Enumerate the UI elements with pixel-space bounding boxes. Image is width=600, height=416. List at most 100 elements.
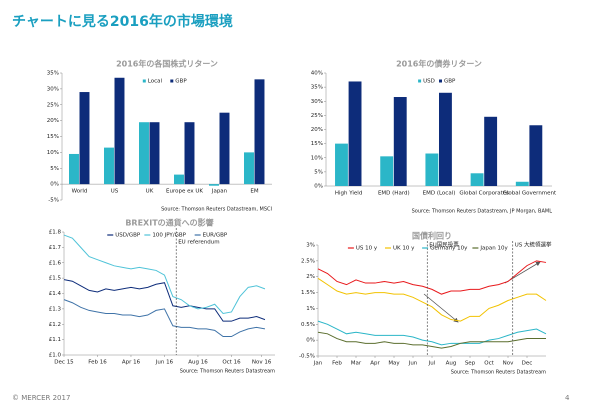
x-tick-label: High Yield xyxy=(335,191,362,197)
x-tick-label: EM xyxy=(250,189,258,195)
annotation: EU国民投票 xyxy=(429,241,459,249)
y-tick-label: 30% xyxy=(47,86,59,92)
y-tick-label: £1.4 xyxy=(49,291,62,297)
x-tick-label: Oct 16 xyxy=(222,360,241,366)
bar xyxy=(393,97,407,186)
y-tick-label: 2.5% xyxy=(301,258,315,264)
x-tick-label: Jun 16 xyxy=(155,360,174,366)
x-tick-label: Feb xyxy=(332,361,342,367)
x-tick-label: EMD (Local) xyxy=(423,191,456,197)
x-tick-label: Oct xyxy=(484,361,494,367)
bar xyxy=(380,156,394,186)
line-series xyxy=(63,299,266,338)
bar xyxy=(484,116,498,186)
x-tick-label: Aug 16 xyxy=(188,360,208,366)
source: Source: Thomson Reuters Datastream, MSCI xyxy=(161,207,272,213)
y-tick-label: £1.1 xyxy=(49,337,61,343)
line-series xyxy=(63,234,266,315)
bar xyxy=(114,77,125,185)
legend-label: 100 JPY/GBP xyxy=(152,233,186,239)
y-tick-label: £1.0 xyxy=(49,353,62,359)
legend-label: EUR/GBP xyxy=(203,233,228,239)
x-tick-label: Nov xyxy=(503,361,514,367)
page-number: 4 xyxy=(565,394,570,402)
bar xyxy=(254,79,265,185)
legend-label: Japan 10y xyxy=(479,246,508,252)
legend-swatch xyxy=(142,79,146,83)
bar xyxy=(425,153,439,186)
x-tick-label: Dec 15 xyxy=(54,360,74,366)
bar xyxy=(209,184,219,186)
y-tick-label: £1.3 xyxy=(49,306,62,312)
y-tick-label: £1.2 xyxy=(49,322,61,328)
y-tick-label: £1.8 xyxy=(49,230,62,236)
y-tick-label: 10% xyxy=(47,150,59,156)
bar xyxy=(79,92,90,185)
bar xyxy=(244,152,254,185)
legend-label: GBP xyxy=(444,79,456,85)
annotation: US 大統領選挙 xyxy=(515,241,552,249)
y-tick-label: 15% xyxy=(311,141,323,147)
y-tick-label: -5% xyxy=(48,198,59,204)
x-tick-label: Jun xyxy=(408,361,418,367)
slide-title: チャートに見る2016年の市場環境 xyxy=(12,13,233,30)
bar xyxy=(104,147,114,185)
y-tick-label: 15% xyxy=(47,134,59,140)
x-tick-label: Sep xyxy=(465,361,476,367)
y-tick-label: 0.5% xyxy=(301,322,315,328)
y-tick-label: -0.5% xyxy=(299,354,315,360)
y-tick-label: 0% xyxy=(306,338,315,344)
arrow xyxy=(423,293,459,323)
y-tick-label: 20% xyxy=(47,118,59,124)
source: Source: Thomson Reuters Datastream, JP M… xyxy=(412,209,553,215)
line-series xyxy=(63,279,266,322)
x-tick-label: Jul xyxy=(428,361,436,367)
y-tick-label: 25% xyxy=(311,113,323,119)
x-tick-label: Feb 16 xyxy=(88,360,107,366)
chart-title: 国債利回り xyxy=(412,231,452,241)
x-tick-label: Apr xyxy=(370,361,380,367)
y-tick-label: 20% xyxy=(311,127,323,133)
x-tick-label: Mar xyxy=(351,361,362,367)
y-tick-label: 25% xyxy=(47,102,59,108)
bar xyxy=(149,122,160,185)
y-tick-label: 0% xyxy=(50,182,59,188)
x-tick-label: Jan xyxy=(313,361,323,367)
legend-label: USD/GBP xyxy=(115,233,141,239)
y-tick-label: £1.7 xyxy=(49,245,62,251)
bar xyxy=(439,92,452,186)
x-tick-label: May xyxy=(388,361,400,367)
legend-label: US 10 y xyxy=(356,246,378,252)
y-tick-label: 5% xyxy=(314,169,323,175)
y-tick-label: 10% xyxy=(311,155,323,161)
y-tick-label: £1.5 xyxy=(49,276,62,282)
x-tick-label: World xyxy=(72,189,88,195)
line-series xyxy=(317,331,546,349)
x-tick-label: Global Government xyxy=(503,191,557,197)
x-tick-label: Aug xyxy=(446,361,457,367)
legend-swatch xyxy=(418,79,422,83)
line-series xyxy=(317,277,547,322)
y-tick-label: 30% xyxy=(311,99,323,105)
y-tick-label: 5% xyxy=(50,166,59,172)
bar xyxy=(348,81,362,186)
bar xyxy=(184,122,195,185)
legend-swatch xyxy=(439,79,442,83)
annotation: EU referendum xyxy=(178,240,219,246)
source: Source: Thomson Reuters Datastream xyxy=(451,370,546,376)
x-tick-label: UK xyxy=(146,189,154,195)
y-tick-label: 1% xyxy=(306,306,315,312)
legend-label: UK 10 y xyxy=(393,246,415,252)
source: Source: Thomson Reuters Datastream xyxy=(180,369,275,375)
bar xyxy=(69,153,79,185)
bar xyxy=(470,173,484,186)
y-tick-label: 35% xyxy=(311,85,323,91)
y-tick-label: 2% xyxy=(306,274,315,280)
legend-label: Germany 10y xyxy=(430,246,468,252)
legend-label: GBP xyxy=(175,79,187,85)
legend-label: Local xyxy=(148,79,163,85)
chart-title: 2016年の各国株式リターン xyxy=(116,59,218,69)
line-series xyxy=(317,320,547,346)
bar xyxy=(515,181,529,186)
